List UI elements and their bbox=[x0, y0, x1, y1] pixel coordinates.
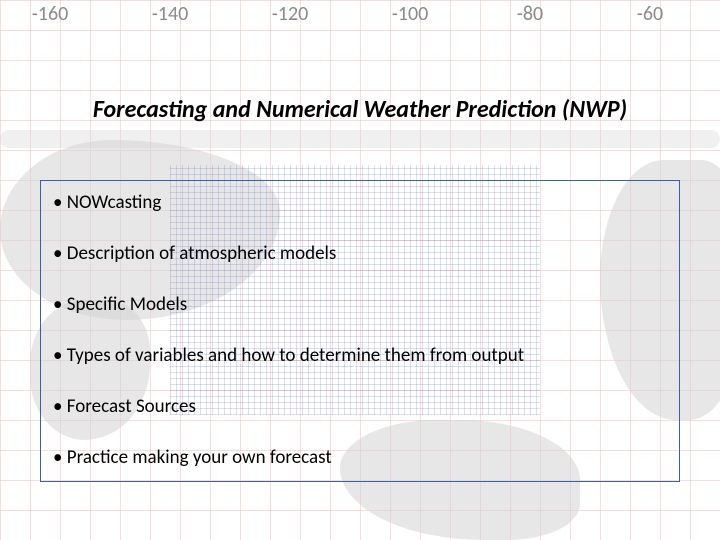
longitude-label: -80 bbox=[517, 2, 543, 26]
bullet-text: NOWcasting bbox=[67, 191, 162, 214]
longitude-label: -60 bbox=[637, 2, 663, 26]
longitude-label: -120 bbox=[272, 2, 309, 26]
bullet-text: Practice making your own forecast bbox=[67, 446, 332, 469]
bullet-item: • Specific Models bbox=[53, 289, 667, 322]
bullet-text: Specific Models bbox=[67, 293, 187, 316]
slide-title: Forecasting and Numerical Weather Predic… bbox=[0, 95, 720, 124]
bullet-text: Types of variables and how to determine … bbox=[67, 344, 524, 367]
longitude-axis-labels: -160 -140 -120 -100 -80 -60 bbox=[0, 2, 720, 26]
longitude-label: -140 bbox=[152, 2, 189, 26]
longitude-label: -160 bbox=[32, 2, 69, 26]
content-box: • NOWcasting • Description of atmospheri… bbox=[40, 180, 680, 482]
bullet-item: • Types of variables and how to determin… bbox=[53, 340, 667, 373]
map-silhouette bbox=[0, 130, 720, 148]
longitude-label: -100 bbox=[392, 2, 429, 26]
bullet-item: • NOWcasting bbox=[53, 187, 667, 220]
bullet-text: Forecast Sources bbox=[67, 395, 196, 418]
bullet-text: Description of atmospheric models bbox=[67, 242, 337, 265]
bullet-item: • Forecast Sources bbox=[53, 391, 667, 424]
bullet-item: • Description of atmospheric models bbox=[53, 238, 667, 271]
bullet-item: • Practice making your own forecast bbox=[53, 442, 667, 475]
